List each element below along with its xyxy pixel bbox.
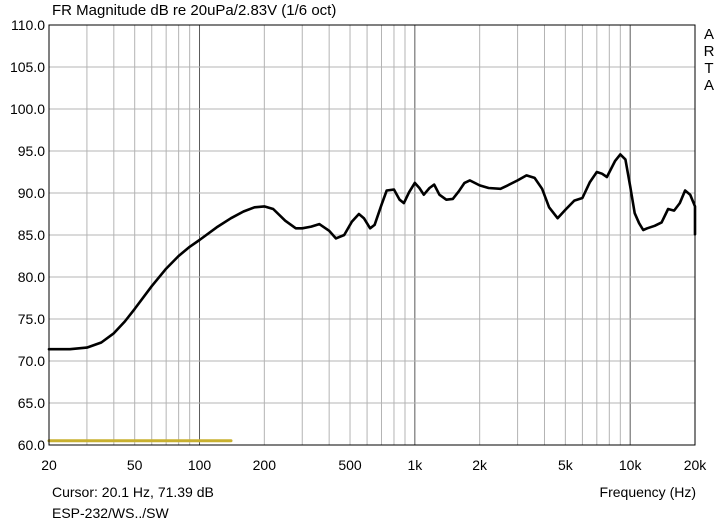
- x-tick-label: 500: [338, 457, 362, 473]
- x-tick-label: 10k: [619, 457, 643, 473]
- series-layer: [47, 153, 697, 443]
- y-tick-label: 110.0: [11, 17, 45, 33]
- y-tick-label: 95.0: [18, 143, 45, 159]
- y-tick-label: 60.0: [18, 437, 45, 453]
- plot-frame: [48, 24, 696, 446]
- x-tick-label: 1k: [407, 457, 423, 473]
- y-tick-label: 85.0: [18, 227, 45, 243]
- y-tick-labels: 110.0 105.0 100.0 95.0 90.0 85.0 80.0 75.0 70.0 6…: [10, 17, 45, 453]
- brand-letter: T: [704, 60, 714, 77]
- x-tick-label: 100: [188, 457, 212, 473]
- arta-brand: A R T A: [702, 26, 716, 94]
- y-tick-label: 105.0: [10, 59, 45, 75]
- y-tick-label: 70.0: [18, 353, 45, 369]
- brand-letter: A: [703, 77, 714, 94]
- y-tick-label: 75.0: [18, 311, 45, 327]
- chart-title: FR Magnitude dB re 20uPa/2.83V (1/6 oct): [52, 2, 337, 19]
- footer-caption: ESP-232/WS../SW: [52, 505, 169, 521]
- x-axis-label: Frequency (Hz): [599, 484, 696, 500]
- y-tick-label: 80.0: [18, 269, 45, 285]
- y-tick-label: 65.0: [18, 395, 45, 411]
- response-curve: [47, 153, 697, 351]
- brand-letter: A: [703, 26, 714, 43]
- y-tick-label: 100.0: [10, 101, 45, 117]
- grid-lines: [49, 25, 695, 445]
- x-tick-label: 20: [41, 457, 57, 473]
- x-tick-label: 2k: [472, 457, 488, 473]
- y-tick-label: 90.0: [18, 185, 45, 201]
- brand-letter: R: [703, 43, 715, 60]
- x-tick-labels: 20 50 100 200 500 1k 2k 5k 10k 20k: [41, 457, 707, 473]
- x-tick-label: 50: [127, 457, 143, 473]
- x-tick-label: 20k: [684, 457, 708, 473]
- x-tick-label: 5k: [558, 457, 574, 473]
- x-tick-label: 200: [253, 457, 277, 473]
- cursor-readout: Cursor: 20.1 Hz, 71.39 dB: [52, 484, 214, 500]
